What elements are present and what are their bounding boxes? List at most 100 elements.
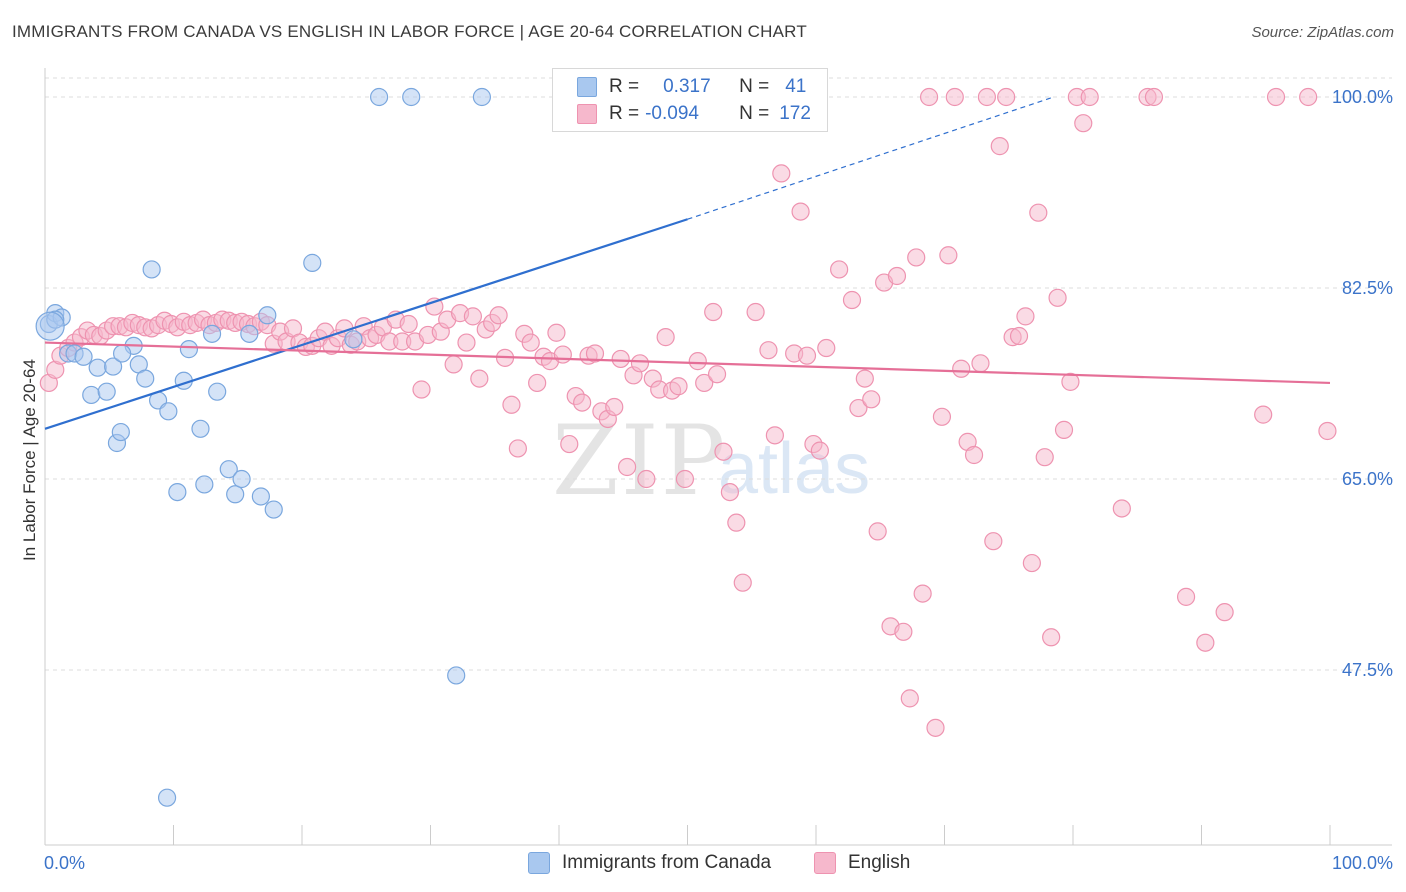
english-point-147 <box>1022 553 1041 573</box>
canada-point-30 <box>258 306 277 325</box>
english-point-75 <box>521 333 540 352</box>
english-trend-line <box>44 341 1331 385</box>
english-point-122 <box>862 390 881 409</box>
english-point-123 <box>868 522 887 541</box>
canada-point-20 <box>179 340 199 359</box>
canada-point-18 <box>168 482 187 502</box>
x-tick-label-min: 0.0% <box>44 853 85 873</box>
canada-point-11 <box>111 422 130 442</box>
canada-point-31 <box>264 500 283 519</box>
english-point-163 <box>1254 405 1273 424</box>
legend-label-english: English <box>848 852 911 873</box>
y-tick-label-0: 100.0% <box>1332 87 1393 107</box>
english-point-106 <box>727 513 746 532</box>
english-point-105 <box>720 482 740 502</box>
english-point-103 <box>707 365 727 384</box>
english-point-121 <box>855 369 874 388</box>
canada-point-22 <box>195 475 214 494</box>
legend-item-canada[interactable]: Immigrants from Canada <box>528 852 771 874</box>
english-point-119 <box>842 290 862 310</box>
canada-point-29 <box>251 487 270 506</box>
canada-point-40 <box>112 344 132 363</box>
canada-point-21 <box>191 419 210 438</box>
english-point-136 <box>952 359 971 378</box>
english-point-72 <box>502 395 521 414</box>
english-point-99 <box>675 469 695 489</box>
canada-point-38 <box>157 788 177 807</box>
english-point-160 <box>1176 587 1196 606</box>
chart-title: IMMIGRANTS FROM CANADA VS ENGLISH IN LAB… <box>12 22 807 41</box>
axes <box>44 68 1392 846</box>
english-point-76 <box>528 373 547 393</box>
english-point-150 <box>1042 628 1061 647</box>
canada-point-8 <box>97 382 116 401</box>
tick-labels: 100.0% 82.5% 65.0% 47.5% 0.0% 100.0% <box>44 87 1393 873</box>
canada-point-15 <box>142 260 161 279</box>
english-point-63 <box>444 355 463 374</box>
english-point-139 <box>971 354 990 373</box>
english-point-165 <box>1299 87 1318 107</box>
english-point-155 <box>1074 114 1093 133</box>
legend-swatch-canada <box>528 852 550 874</box>
english-point-117 <box>817 338 836 358</box>
canada-point-17 <box>159 402 178 421</box>
english-point-133 <box>932 407 952 426</box>
canada-point-34 <box>370 87 389 107</box>
canada-point-27 <box>232 469 251 489</box>
x-tick-label-max: 100.0% <box>1332 853 1393 873</box>
canada-point-large <box>35 311 65 341</box>
english-point-85 <box>585 344 605 363</box>
english-point-146 <box>1016 307 1035 326</box>
english-point-111 <box>772 164 791 183</box>
english-point-93 <box>637 469 656 489</box>
y-tick-label-2: 65.0% <box>1342 469 1393 489</box>
english-point-132 <box>926 718 945 737</box>
legend-n-value: 172 <box>779 103 811 124</box>
canada-point-7 <box>88 358 107 377</box>
chart-source: Source: ZipAtlas.com <box>1251 24 1394 41</box>
english-point-98 <box>669 377 688 396</box>
english-point-166 <box>1318 421 1337 441</box>
english-point-67 <box>470 369 489 388</box>
y-tick-label-3: 47.5% <box>1342 660 1393 680</box>
y-axis-label: In Labor Force | Age 20-64 <box>20 359 39 561</box>
english-point-65 <box>457 333 476 352</box>
canada-point-25 <box>219 460 238 479</box>
legend-swatch-english <box>577 104 597 124</box>
english-point-149 <box>1035 448 1054 467</box>
legend-swatch-english <box>814 852 836 874</box>
english-point-118 <box>830 260 849 279</box>
y-tick-label-1: 82.5% <box>1342 278 1393 298</box>
english-point-116 <box>810 441 829 460</box>
english-point-152 <box>1054 420 1074 439</box>
english-point-142 <box>990 137 1009 156</box>
english-point-135 <box>945 87 964 107</box>
english-point-134 <box>939 246 958 265</box>
english-point-70 <box>489 306 508 325</box>
canada-point-26 <box>226 485 245 504</box>
english-point-140 <box>977 87 997 107</box>
english-point-89 <box>611 349 630 369</box>
english-point-104 <box>714 442 733 461</box>
english-point-129 <box>907 248 926 267</box>
english-point-58 <box>412 380 431 399</box>
series-canada-points <box>35 87 491 807</box>
english-point-110 <box>765 426 784 445</box>
canada-point-23 <box>202 324 222 343</box>
legend-item-english[interactable]: English <box>814 852 910 874</box>
english-point-79 <box>547 323 566 342</box>
watermark-zip: ZIP <box>552 405 728 517</box>
english-point-127 <box>894 622 913 641</box>
canada-point-14 <box>136 369 155 388</box>
english-point-157 <box>1112 499 1131 518</box>
english-point-130 <box>913 584 932 603</box>
english-point-145 <box>1009 326 1029 346</box>
english-point-153 <box>1061 372 1080 391</box>
english-point-159 <box>1144 87 1164 107</box>
english-point-114 <box>797 346 817 365</box>
english-point-88 <box>605 397 624 417</box>
canada-point-6 <box>82 385 101 405</box>
legend-label-canada: Immigrants from Canada <box>562 852 772 873</box>
english-point-83 <box>573 393 592 412</box>
english-point-131 <box>919 87 939 107</box>
